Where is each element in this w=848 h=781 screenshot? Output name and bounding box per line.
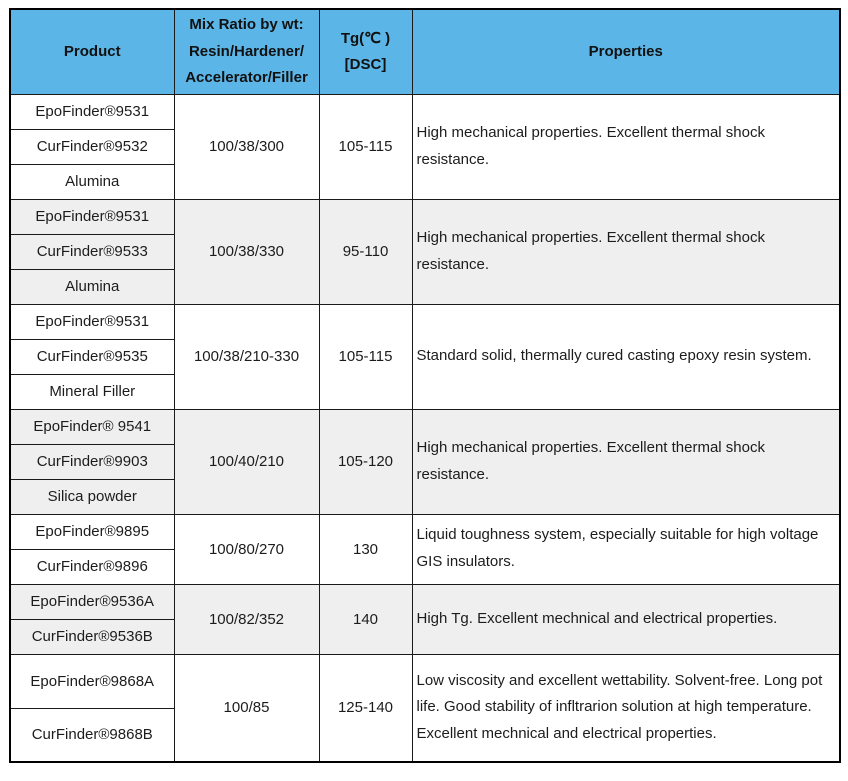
product-cell: Silica powder	[9, 478, 175, 515]
mix-ratio-cell: 100/82/352	[173, 583, 320, 655]
product-cell: CurFinder®9535	[9, 338, 175, 375]
col-header-product: Product	[9, 8, 175, 95]
table-row: CurFinder®9536B	[9, 618, 840, 655]
tg-cell: 140	[318, 583, 413, 655]
properties-cell: High mechanical properties. Excellent th…	[411, 198, 841, 305]
product-cell: EpoFinder®9531	[9, 303, 175, 340]
mix-ratio-cell: 100/38/330	[173, 198, 320, 305]
table-row: EpoFinder®9536A 100/82/352 140 High Tg. …	[9, 583, 841, 655]
tg-cell: 105-120	[318, 408, 413, 515]
mix-ratio-cell: 100/80/270	[173, 513, 320, 585]
tg-cell: 95-110	[318, 198, 413, 305]
properties-cell: High Tg. Excellent mechnical and electri…	[411, 583, 841, 655]
table-row: CurFinder®9535	[9, 338, 840, 375]
product-cell: CurFinder®9533	[9, 233, 175, 270]
col-header-tg: Tg(℃ ) [DSC]	[318, 8, 413, 95]
col-header-properties: Properties	[411, 8, 841, 95]
product-cell: EpoFinder®9531	[9, 93, 175, 130]
table-row: EpoFinder® 9541 100/40/210 105-120 High …	[9, 408, 841, 515]
mix-ratio-cell: 100/40/210	[173, 408, 320, 515]
table-row: CurFinder®9868B	[9, 707, 840, 763]
mix-ratio-cell: 100/38/210-330	[173, 303, 320, 410]
product-cell: CurFinder®9536B	[9, 618, 175, 655]
product-cell: CurFinder®9532	[9, 128, 175, 165]
table-row: EpoFinder®9895 100/80/270 130 Liquid tou…	[9, 513, 841, 585]
properties-cell: Liquid toughness system, especially suit…	[411, 513, 841, 585]
header-row: Product Mix Ratio by wt: Resin/Hardener/…	[9, 8, 841, 95]
properties-cell: Low viscosity and excellent wettability.…	[411, 653, 841, 763]
table-row: Mineral Filler	[9, 373, 840, 410]
properties-cell: Standard solid, thermally cured casting …	[411, 303, 841, 410]
table-row: CurFinder®9896	[9, 548, 840, 585]
table-row: EpoFinder®9531 100/38/330 95-110 High me…	[9, 198, 841, 305]
properties-cell: High mechanical properties. Excellent th…	[411, 408, 841, 515]
product-cell: EpoFinder® 9541	[9, 408, 175, 445]
table-row: CurFinder®9532	[9, 128, 840, 165]
tg-cell: 130	[318, 513, 413, 585]
product-cell: EpoFinder®9895	[9, 513, 175, 550]
product-cell: CurFinder®9903	[9, 443, 175, 480]
tg-cell: 125-140	[318, 653, 413, 763]
product-cell: EpoFinder®9536A	[9, 583, 175, 620]
product-cell: Alumina	[9, 268, 175, 305]
table-row: EpoFinder®9531 100/38/210-330 105-115 St…	[9, 303, 841, 410]
mix-ratio-cell: 100/85	[173, 653, 320, 763]
table-row: CurFinder®9903	[9, 443, 840, 480]
table-row: Alumina	[9, 163, 840, 200]
mix-ratio-cell: 100/38/300	[173, 93, 320, 200]
tg-cell: 105-115	[318, 93, 413, 200]
product-cell: CurFinder®9868B	[9, 707, 175, 763]
product-cell: EpoFinder®9531	[9, 198, 175, 235]
table-row: Silica powder	[9, 478, 840, 515]
table-row: EpoFinder®9531 100/38/300 105-115 High m…	[9, 93, 841, 200]
product-spec-table: Product Mix Ratio by wt: Resin/Hardener/…	[9, 8, 841, 763]
col-header-mix-ratio: Mix Ratio by wt: Resin/Hardener/ Acceler…	[173, 8, 320, 95]
product-cell: EpoFinder®9868A	[9, 653, 175, 709]
properties-cell: High mechanical properties. Excellent th…	[411, 93, 841, 200]
product-cell: CurFinder®9896	[9, 548, 175, 585]
tg-cell: 105-115	[318, 303, 413, 410]
product-cell: Alumina	[9, 163, 175, 200]
table-row: EpoFinder®9868A 100/85 125-140 Low visco…	[9, 653, 841, 763]
table-row: Alumina	[9, 268, 840, 305]
product-cell: Mineral Filler	[9, 373, 175, 410]
